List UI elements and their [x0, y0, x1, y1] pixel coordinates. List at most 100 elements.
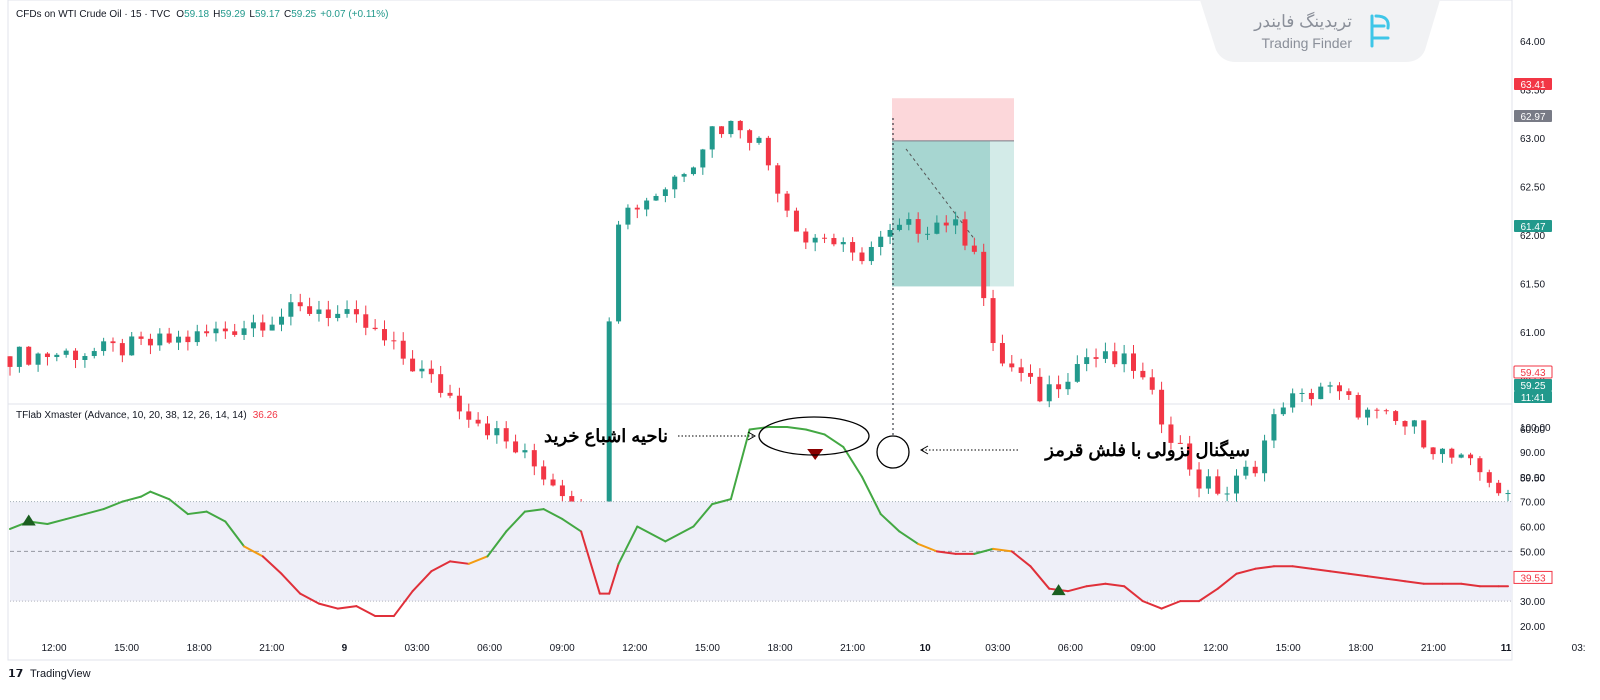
candle-body [709, 126, 715, 150]
candle-body [1046, 384, 1052, 402]
candle-body [185, 336, 191, 343]
candle-body [1177, 442, 1183, 444]
time-axis: 12:00 15:00 18:00 21:00 9 03:00 06:00 09:00 12:0… [41, 643, 1585, 654]
price-tick-label: 60.00 [1520, 425, 1545, 436]
candle-body [915, 219, 921, 234]
candle-body [73, 350, 79, 360]
price-tick-label: 61.00 [1520, 328, 1545, 339]
candle-body [363, 314, 369, 328]
candle-body [1131, 353, 1136, 371]
candle-body [887, 229, 893, 237]
oscillator-value-text: 39.53 [1520, 573, 1545, 584]
candle-body [1018, 367, 1024, 373]
xmaster-line-segment [1460, 582, 1481, 588]
xmaster-line-segment [355, 605, 377, 618]
xmaster-line-segment [121, 495, 143, 503]
candle-body [616, 224, 622, 322]
candle-body [1374, 409, 1380, 411]
candle-body [1308, 392, 1314, 400]
time-tick-label: 15:00 [114, 643, 139, 654]
price-label-tag: 11:41 [1514, 391, 1552, 404]
xmaster-line-segment [1347, 572, 1369, 578]
candle-body [756, 137, 762, 143]
xmaster-line-segment [973, 547, 995, 555]
xmaster-line-segment [804, 428, 826, 436]
xmaster-line-segment [1010, 550, 1032, 568]
xmaster-line-segment [65, 513, 86, 521]
price-label-tag: 63.41 [1514, 78, 1552, 91]
short-position-tool[interactable] [892, 98, 1014, 287]
candle-body [1318, 386, 1324, 400]
xmaster-line-segment [1160, 600, 1182, 610]
candle-body [316, 309, 322, 314]
candle-body [531, 450, 537, 467]
candle-body [447, 392, 453, 396]
xmaster-line-segment [505, 510, 526, 533]
candle-body [1439, 448, 1445, 455]
candle-body [1252, 466, 1258, 474]
candle-body [63, 350, 69, 355]
candle-body [260, 322, 266, 331]
xmaster-line-segment [786, 426, 807, 431]
candle-body [896, 224, 902, 230]
candle-body [269, 324, 275, 331]
candle-body [1084, 357, 1090, 365]
candle-body [213, 328, 219, 334]
oscillator-tick-label: 100.00 [1520, 423, 1551, 434]
time-tick-label: 10 [920, 643, 932, 654]
candle-body [1028, 372, 1034, 377]
candle-body [653, 195, 659, 201]
candle-body [438, 374, 444, 393]
candle-body [44, 353, 50, 358]
xmaster-line-segment [860, 475, 882, 516]
price-label-box [1514, 78, 1552, 90]
candle-body [194, 331, 200, 343]
price-label-tag: 61.47 [1514, 220, 1552, 233]
time-tick-label: 18:00 [1348, 643, 1373, 654]
candle-body [803, 231, 809, 243]
time-tick-label: 18:00 [767, 643, 792, 654]
xmaster-line-segment [140, 490, 152, 498]
xmaster-line-segment [1198, 587, 1219, 603]
price-label-box [1513, 365, 1553, 379]
candlestick-series [7, 120, 1511, 527]
candle-body [344, 309, 350, 314]
time-tick-label: 21:00 [1421, 643, 1446, 654]
buy-arrow-icon [1051, 584, 1066, 596]
time-tick-label: 12:00 [41, 643, 66, 654]
xmaster-line-segment [149, 490, 171, 501]
candle-body [1102, 351, 1108, 359]
candle-body [1140, 370, 1146, 378]
candle-body [700, 149, 706, 168]
xmaster-line-segment [692, 503, 714, 528]
candle-body [859, 252, 865, 262]
time-tick-label: 09:00 [1130, 643, 1155, 654]
xmaster-line-segment [580, 530, 601, 595]
xmaster-line-segment [1366, 575, 1388, 580]
candle-body [1299, 392, 1305, 394]
xmaster-line-segment [523, 508, 545, 513]
price-tick-label: 62.50 [1520, 183, 1545, 194]
price-tick-label: 61.50 [1520, 280, 1545, 291]
price-label-tag: 59.43 [1513, 365, 1553, 379]
time-tick-label: 15:00 [1276, 643, 1301, 654]
candle-body [1224, 493, 1230, 495]
candle-body [1168, 424, 1174, 443]
time-tick-label: 12:00 [622, 643, 647, 654]
candle-body [335, 313, 341, 319]
candle-body [391, 340, 397, 342]
candle-body [91, 351, 97, 357]
xmaster-line-segment [1235, 567, 1257, 575]
candle-body [1187, 443, 1193, 470]
xmaster-line-segment [1310, 567, 1332, 573]
candle-body [569, 496, 575, 504]
candle-body [1093, 357, 1099, 359]
trading-finder-logo-icon [1370, 14, 1390, 48]
price-label-box [1514, 220, 1552, 232]
candle-body [559, 485, 565, 497]
price-tick-label: 64.00 [1520, 37, 1545, 48]
xmaster-line-segment [617, 525, 639, 565]
candle-body [494, 428, 500, 436]
candle-body [625, 207, 631, 225]
candle-body [513, 441, 519, 453]
